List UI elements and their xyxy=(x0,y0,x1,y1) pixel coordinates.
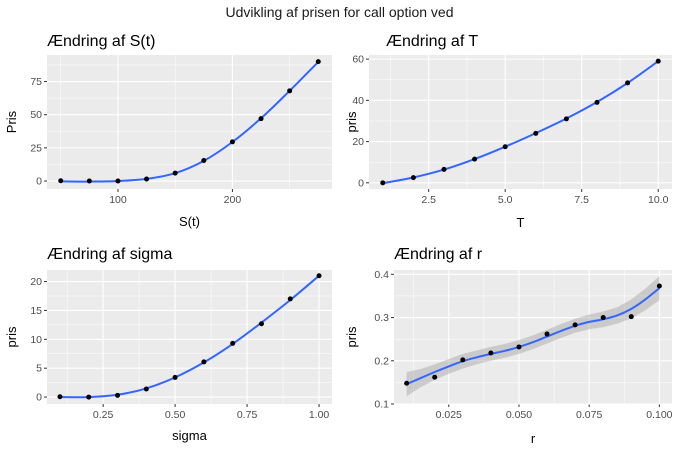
smooth-line xyxy=(60,61,320,183)
data-point xyxy=(410,175,416,181)
x-tick-label: 0.50 xyxy=(165,409,186,421)
data-point xyxy=(115,178,121,184)
smooth-line xyxy=(406,287,661,386)
data-point xyxy=(315,59,321,65)
panel-r: 0.025 0.050 0.075 0.100 0.1 0.2 0.3 0.4 Ændring … xyxy=(344,246,673,446)
data-point xyxy=(502,144,508,150)
y-tick-label: 0.2 xyxy=(374,355,389,367)
y-tick-label: 0.1 xyxy=(374,399,389,411)
data-point xyxy=(572,322,578,328)
x-tick-label: 7.5 xyxy=(574,194,589,206)
data-point xyxy=(594,99,600,105)
panel-title-r: Ændring af r xyxy=(394,246,483,263)
y-tick-label: 5 xyxy=(36,363,42,375)
data-point xyxy=(380,180,386,186)
data-point xyxy=(628,314,634,320)
data-point xyxy=(655,58,661,64)
data-point xyxy=(57,394,63,400)
plot-background xyxy=(47,55,332,189)
y-tick-label: 60 xyxy=(352,54,364,66)
data-point xyxy=(625,80,631,86)
data-point xyxy=(172,374,178,380)
y-tick-label: 20 xyxy=(30,276,42,288)
data-point xyxy=(488,350,494,356)
y-tick-label: 0 xyxy=(36,176,42,188)
data-point xyxy=(115,392,121,398)
data-point xyxy=(472,156,478,162)
y-axis-label: pris xyxy=(344,326,359,347)
plot-background xyxy=(47,270,332,404)
x-axis-label: T xyxy=(517,215,525,230)
data-point xyxy=(143,386,149,392)
y-tick-label: 20 xyxy=(352,136,364,148)
x-tick-label: 10.0 xyxy=(648,194,669,206)
data-point xyxy=(533,130,539,136)
y-tick-label: 0.3 xyxy=(374,312,389,324)
confidence-band xyxy=(406,276,660,397)
data-point xyxy=(229,139,235,145)
data-point xyxy=(258,116,264,122)
data-point xyxy=(544,331,550,337)
data-point xyxy=(404,380,410,386)
y-tick-label: 10 xyxy=(30,334,42,346)
data-point xyxy=(287,296,293,302)
y-tick-label: 15 xyxy=(30,305,42,317)
y-axis-label: Pris xyxy=(4,110,19,133)
data-point xyxy=(86,178,92,184)
data-point xyxy=(460,357,466,363)
y-tick-label: 0.4 xyxy=(374,269,389,281)
data-point xyxy=(432,374,438,380)
y-tick-label: 75 xyxy=(30,76,42,88)
x-tick-label: 1.00 xyxy=(309,409,330,421)
x-tick-label: 200 xyxy=(224,194,242,206)
x-tick-label: 2.5 xyxy=(421,194,436,206)
panel-title-sigma: Ændring af sigma xyxy=(47,246,172,263)
data-point xyxy=(258,321,264,327)
x-tick-label: 0.050 xyxy=(506,409,532,421)
data-point xyxy=(563,116,569,122)
y-tick-label: 50 xyxy=(30,109,42,121)
data-point xyxy=(656,283,662,289)
panel-sigma: 0.25 0.50 0.75 1.00 0 5 10 15 20 Ændring af sigma… xyxy=(4,246,332,443)
data-point xyxy=(86,394,92,400)
figure-title: Udvikling af prisen for call option ved xyxy=(225,4,454,20)
data-point xyxy=(441,166,447,172)
panel-title-t: Ændring af T xyxy=(386,33,478,50)
smooth-line xyxy=(59,275,320,399)
y-tick-label: 40 xyxy=(352,95,364,107)
y-axis-label: pris xyxy=(344,111,359,132)
data-point xyxy=(144,176,150,182)
data-point xyxy=(287,88,293,94)
y-tick-label: 0 xyxy=(358,177,364,189)
x-tick-label: 0.075 xyxy=(576,409,602,421)
plot-background xyxy=(394,270,672,404)
data-point xyxy=(201,359,207,365)
y-tick-label: 0 xyxy=(36,392,42,404)
x-tick-label: 0.25 xyxy=(93,409,114,421)
y-axis-label: pris xyxy=(4,326,19,347)
x-tick-label: 0.100 xyxy=(646,409,672,421)
y-tick-label: 25 xyxy=(30,142,42,154)
data-point xyxy=(201,157,207,163)
panel-s: 100 200 0 25 50 75 Ændring af S(t) S(t) Pris xyxy=(4,33,332,229)
x-tick-label: 5.0 xyxy=(498,194,513,206)
x-axis-label: sigma xyxy=(172,428,207,443)
x-tick-label: 0.025 xyxy=(436,409,462,421)
x-axis-label: S(t) xyxy=(179,214,200,229)
x-tick-label: 100 xyxy=(109,194,127,206)
data-point xyxy=(230,340,236,346)
plot-background xyxy=(369,55,672,189)
x-axis-label: r xyxy=(531,431,536,446)
smooth-line xyxy=(382,60,659,185)
data-point xyxy=(58,178,64,184)
x-tick-label: 0.75 xyxy=(237,409,258,421)
data-point xyxy=(516,344,522,350)
data-point xyxy=(600,315,606,321)
panel-title-s: Ændring af S(t) xyxy=(47,33,155,50)
data-point xyxy=(172,170,178,176)
data-point xyxy=(316,273,322,279)
